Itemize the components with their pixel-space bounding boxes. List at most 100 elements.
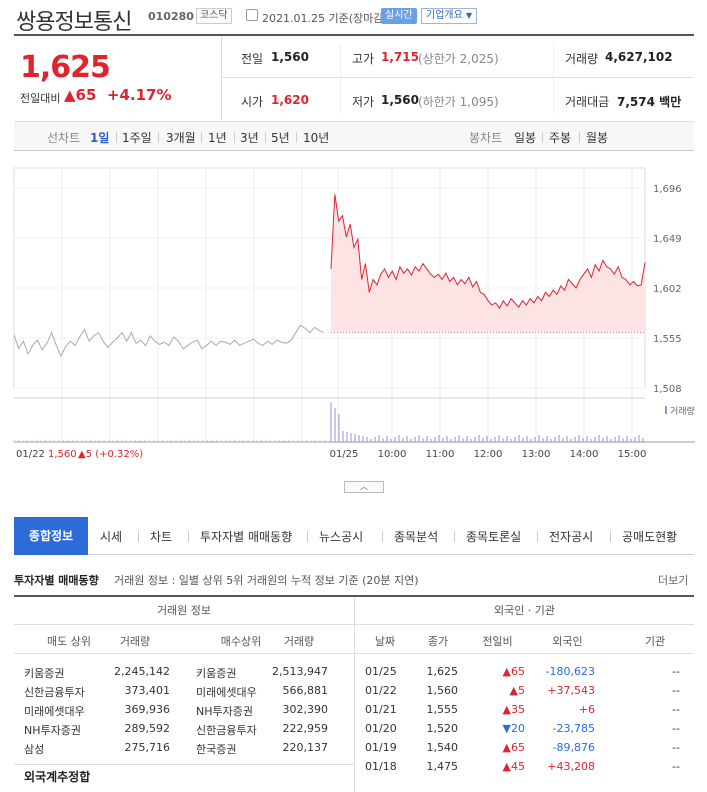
upper-limit: (상한가 2,025) [418,52,499,66]
row-close: 1,540 [426,741,459,754]
chevron-up-icon: ︿ [360,482,368,491]
tab-weekly-candle[interactable]: 주봉 [549,131,572,145]
broker-volume: 2,513,947 [272,665,328,678]
y-tick-label: 1,696 [653,184,682,195]
row-close: 1,520 [426,722,459,735]
foreign-col-header: 기관 [644,635,666,648]
divider [222,77,694,78]
broker-name[interactable]: 키움증권 [24,667,65,680]
broker-name[interactable]: 미래에셋대우 [24,705,85,718]
series-line-prev [13,324,325,358]
tab-3month[interactable]: 3개월 [166,131,196,145]
tab-investor[interactable]: 투자자별 매매동향 [200,530,293,544]
plot-frame [13,167,646,389]
foreign-col-header: 전일비 [482,635,513,648]
more-link[interactable]: 더보기 [658,574,689,587]
chart-tabs: 선차트 1일 1주일 3개월 1년 3년 5년 10년 봉차트 일봉 주봉 월봉 [14,121,694,151]
row-foreign: +37,543 [547,684,595,697]
current-price: 1,625 [20,50,111,85]
x-tick-label: 11:00 [426,449,455,460]
volume-value: 4,627,102 [605,50,673,64]
row-close: 1,625 [426,665,459,678]
prev-label: 전일 [241,52,264,66]
prev-day-price: 1,560 [48,449,77,460]
diff-rate: +4.17% [106,86,172,104]
tab-3year[interactable]: 3년 [240,131,259,145]
tab-disclosure[interactable]: 전자공시 [549,530,594,544]
row-institution: -- [672,684,680,697]
tab-1day[interactable]: 1일 [90,131,110,145]
row-close: 1,475 [426,760,459,773]
calendar-icon [246,9,258,21]
high-label: 고가 [352,52,375,66]
foreign-col-header: 날짜 [374,635,396,648]
y-tick-label: 1,649 [653,234,682,245]
volume-label: 거래량 [565,52,599,66]
broker-volume: 566,881 [282,684,329,697]
prev-day-change: ▲5 (+0.32%) [78,449,143,460]
broker-name[interactable]: 신한금융투자 [24,686,85,699]
row-change: ▲65 [502,741,525,754]
tab-1week[interactable]: 1주일 [122,131,152,145]
divider [307,531,308,542]
broker-name[interactable]: 신한금융투자 [196,724,257,737]
chart-collapse-button[interactable]: ︿ [344,481,384,493]
row-change: ▼20 [502,722,525,735]
divider [579,132,580,143]
divider [537,531,538,542]
tab-summary[interactable]: 종합정보 [14,517,88,555]
tab-news[interactable]: 뉴스공시 [319,530,364,544]
row-date: 01/20 [365,722,397,735]
y-tick-label: 1,508 [653,384,682,395]
divider [158,132,159,143]
row-date: 01/22 [365,684,397,697]
realtime-button[interactable]: 실시간 [381,8,417,24]
divider [138,531,139,542]
broker-volume: 275,716 [124,741,171,754]
row-foreign: +6 [578,703,595,716]
amount-value: 7,574 백만 [617,93,681,110]
price-diff: ▲65 +4.17% [64,86,171,104]
tab-5year[interactable]: 5년 [271,131,290,145]
tab-1year[interactable]: 1년 [208,131,227,145]
series-fill-today [331,194,645,333]
row-close: 1,555 [426,703,459,716]
row-institution: -- [672,703,680,716]
tab-monthly-candle[interactable]: 월봉 [586,131,609,145]
divider [14,764,354,765]
broker-name[interactable]: 삼성 [24,743,45,756]
row-change: ▲5 [509,684,525,697]
tab-board[interactable]: 종목토론실 [466,530,522,544]
row-date: 01/19 [365,741,397,754]
divider [14,653,694,654]
divider [553,44,554,114]
tab-daily-candle[interactable]: 일봉 [514,131,537,145]
y-tick-label: 1,555 [653,334,682,345]
section-desc: 거래원 정보 : 일별 상위 5위 거래원의 누적 정보 기준 (20분 지연) [114,574,419,587]
tab-chart[interactable]: 차트 [150,530,173,544]
broker-name[interactable]: 키움증권 [196,667,237,680]
broker-name[interactable]: NH투자증권 [24,724,81,737]
row-foreign: -180,623 [545,665,595,678]
divider [188,531,189,542]
open-label: 시가 [241,95,264,109]
corp-overview-label: 기업개요 [426,10,463,21]
divider [340,44,341,114]
broker-name[interactable]: 미래에셋대우 [196,686,257,699]
volume-legend-swatch [665,406,667,414]
broker-col-header: 거래량 [119,635,151,648]
tab-short[interactable]: 공매도현황 [622,530,678,544]
x-tick-label: 12:00 [474,449,503,460]
x-tick-label: 14:00 [570,449,599,460]
tab-quotes[interactable]: 시세 [100,530,123,544]
corp-overview-button[interactable]: 기업개요 ▼ [421,8,478,24]
broker-name[interactable]: NH투자증권 [196,705,253,718]
amount-unit: 백만 [659,95,682,109]
low-label: 저가 [352,95,375,109]
tab-analysis[interactable]: 종목분석 [394,530,439,544]
broker-volume: 369,936 [124,703,171,716]
tab-10year[interactable]: 10년 [303,131,330,145]
broker-name[interactable]: 한국증권 [196,743,237,756]
broker-col-header: 매도 상위 [47,635,91,648]
divider [201,132,202,143]
